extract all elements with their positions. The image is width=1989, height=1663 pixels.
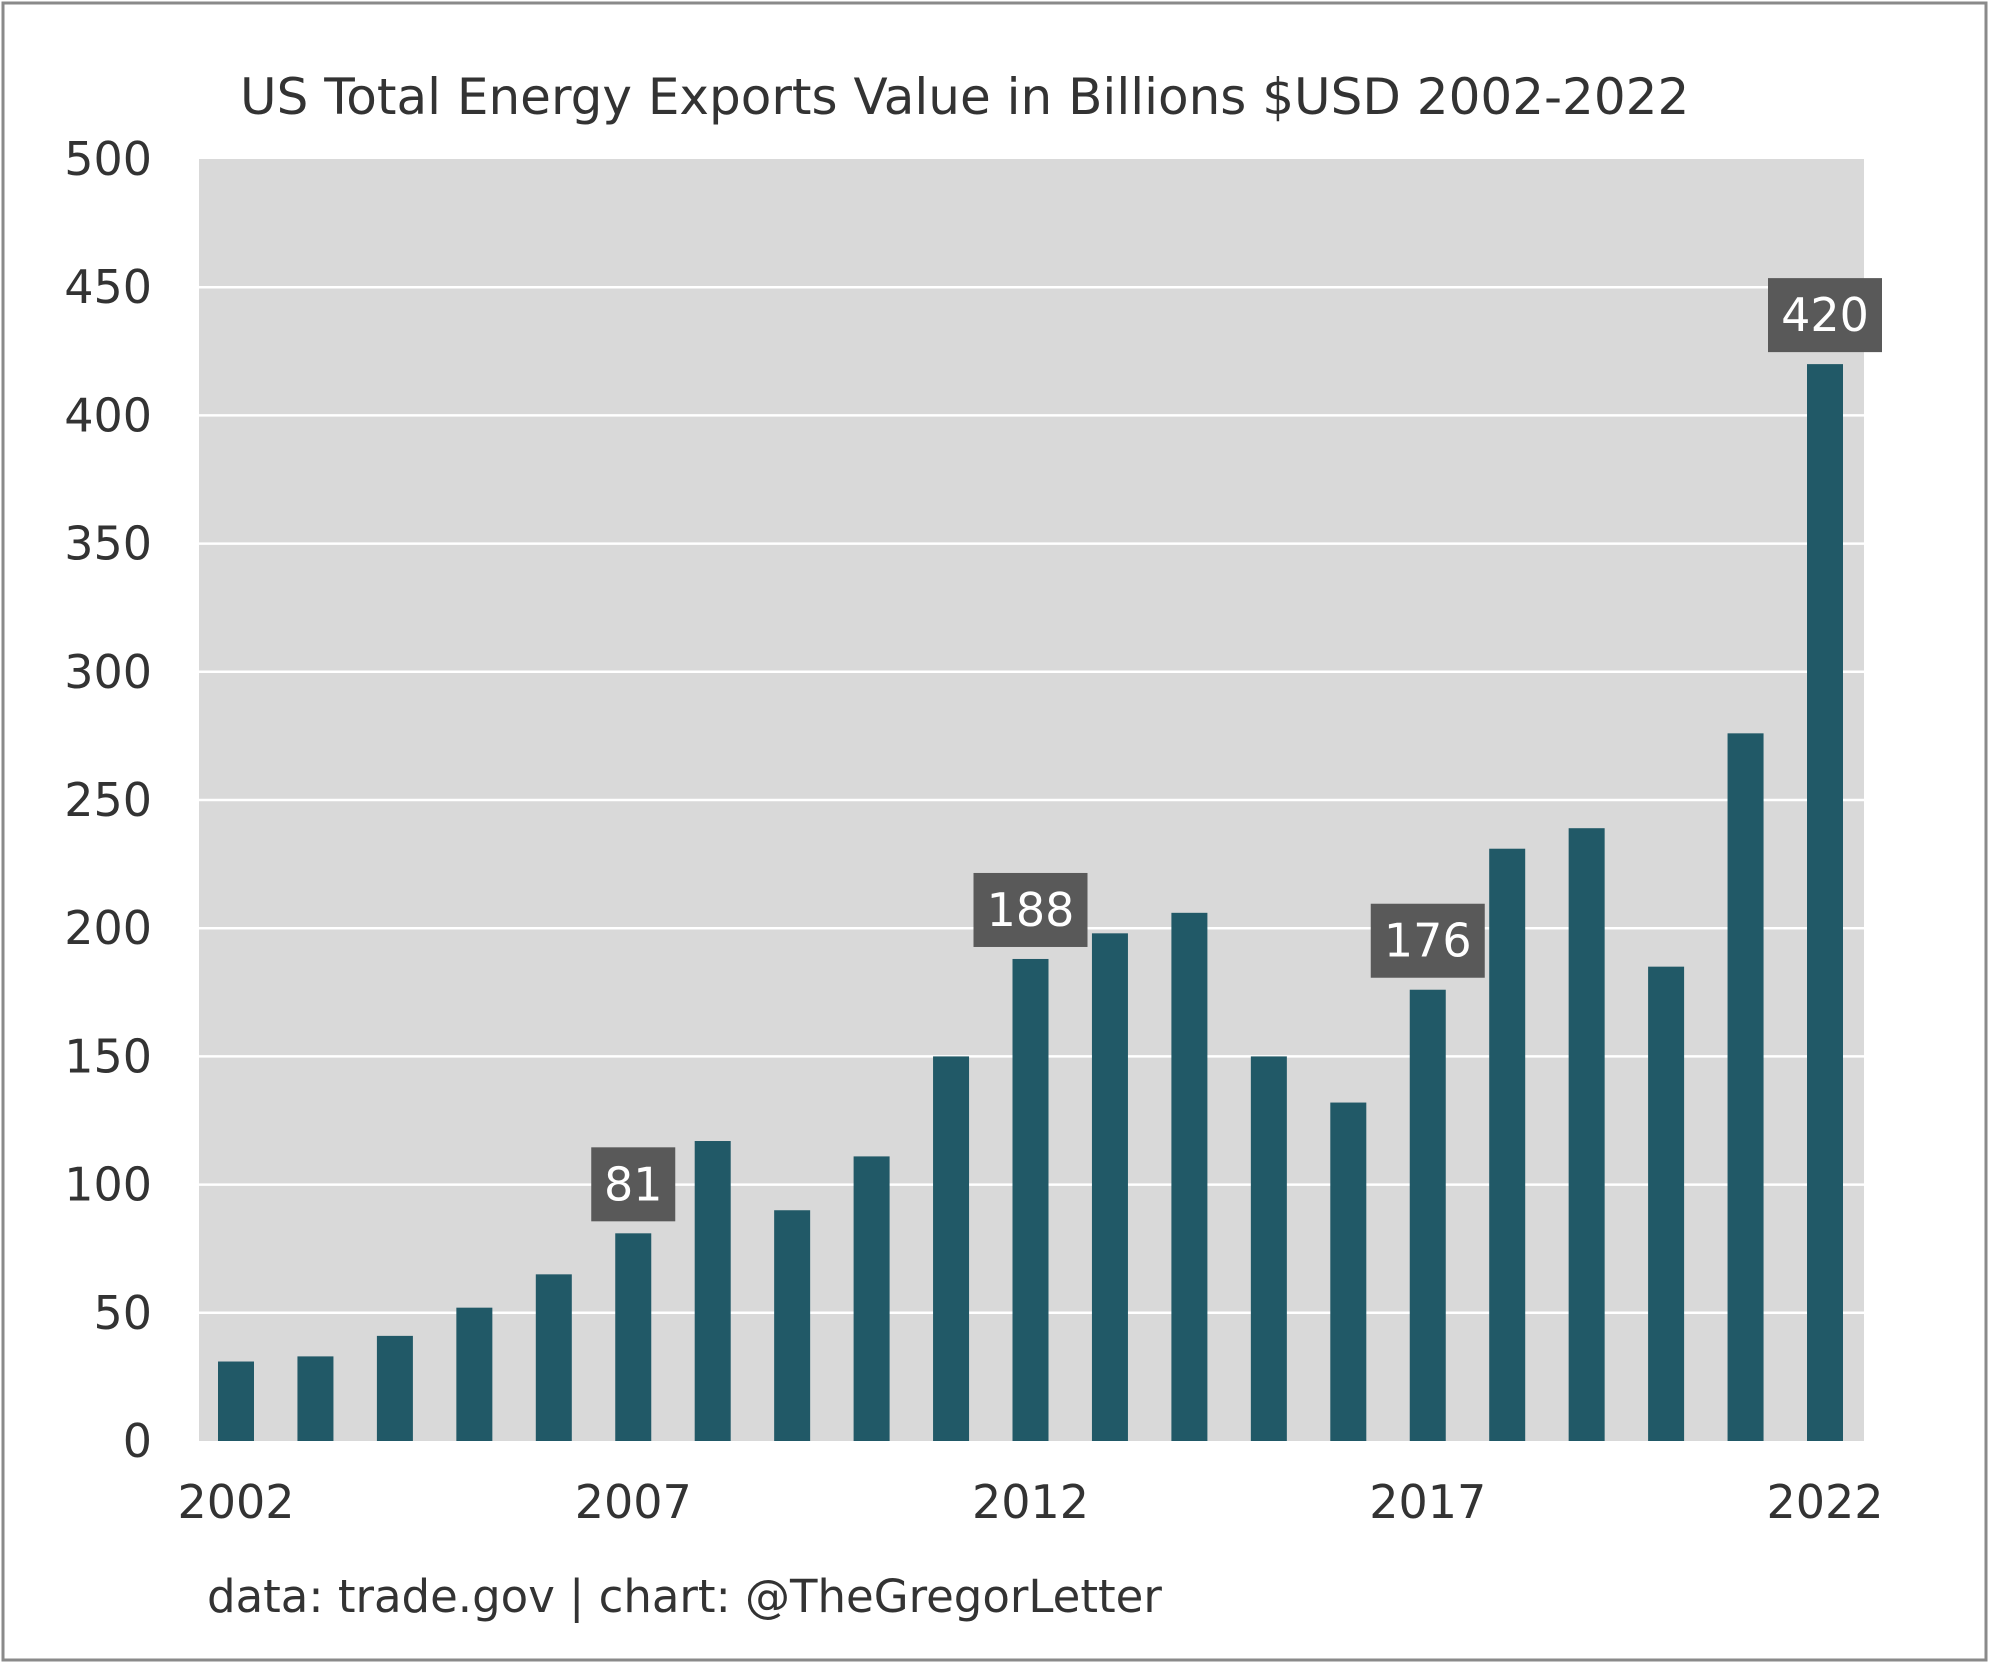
chart-title: US Total Energy Exports Value in Billion… [240, 68, 1689, 126]
y-tick-label: 250 [64, 773, 152, 827]
bar-2019 [1568, 828, 1605, 1441]
y-tick-label: 450 [64, 260, 152, 314]
bar-2017 [1409, 989, 1446, 1441]
bar-2009 [774, 1210, 811, 1441]
y-tick-label: 400 [64, 388, 152, 442]
y-axis-tick-labels: 0 50 100 150 200 250 300 350 400 450 500 [64, 132, 152, 1468]
bar-2008 [694, 1141, 731, 1441]
bar-2020 [1648, 966, 1685, 1441]
x-axis-tick-labels: 2002 2007 2012 2017 2022 [177, 1475, 1883, 1529]
y-tick-label: 500 [64, 132, 152, 186]
y-tick-label: 300 [64, 645, 152, 699]
bar-2003 [297, 1356, 334, 1441]
data-label-text: 188 [987, 883, 1075, 937]
data-label-text: 176 [1384, 914, 1472, 968]
bar-2013 [1091, 933, 1128, 1441]
y-tick-label: 0 [123, 1414, 152, 1468]
x-tick-label: 2012 [972, 1475, 1089, 1529]
bar-2010 [853, 1156, 890, 1441]
bar-2011 [933, 1056, 970, 1441]
bar-2004 [376, 1335, 413, 1441]
bar-2015 [1250, 1056, 1287, 1441]
bar-2021 [1727, 733, 1764, 1441]
data-label-2007: 81 [591, 1147, 676, 1222]
y-tick-label: 150 [64, 1029, 152, 1083]
bar-2007 [615, 1233, 652, 1441]
source-note: data: trade.gov | chart: @TheGregorLette… [207, 1570, 1162, 1623]
bar-2022 [1807, 364, 1843, 1441]
data-label-background [973, 872, 1088, 947]
y-tick-label: 350 [64, 517, 152, 571]
data-label-2022: 420 [1768, 278, 1882, 353]
data-label-text: 81 [604, 1157, 663, 1211]
y-tick-label: 100 [64, 1158, 152, 1212]
data-label-background [591, 1147, 676, 1222]
bar-2006 [535, 1274, 572, 1441]
x-tick-label: 2007 [575, 1475, 692, 1529]
y-tick-label: 50 [93, 1286, 152, 1340]
bar-2012 [1012, 958, 1049, 1441]
bar-2005 [456, 1307, 493, 1441]
data-labels: 81 188 176 420 [591, 278, 1882, 1222]
data-label-text: 420 [1781, 288, 1869, 342]
bar-2014 [1171, 912, 1208, 1441]
x-tick-label: 2002 [177, 1475, 294, 1529]
bar-2016 [1330, 1102, 1367, 1441]
data-label-background [1768, 278, 1882, 353]
x-tick-label: 2017 [1369, 1475, 1486, 1529]
bar-2018 [1489, 848, 1526, 1441]
data-label-2012: 188 [973, 872, 1088, 947]
data-label-background [1370, 903, 1485, 978]
bars [218, 364, 1843, 1441]
bar-2002 [218, 1361, 254, 1441]
x-tick-label: 2022 [1766, 1475, 1883, 1529]
y-tick-label: 200 [64, 901, 152, 955]
data-label-2017: 176 [1370, 903, 1485, 978]
